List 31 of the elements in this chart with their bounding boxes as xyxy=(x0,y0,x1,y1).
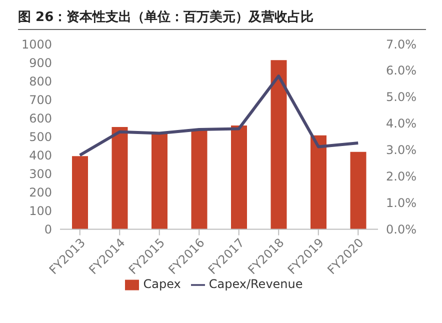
line-series xyxy=(78,74,360,157)
bar xyxy=(310,135,326,230)
bar xyxy=(350,152,366,230)
y2-tick-label: 3.0% xyxy=(386,143,416,158)
bar xyxy=(112,127,128,230)
y-tick-label: 300 xyxy=(29,166,52,181)
legend-label: Capex/Revenue xyxy=(208,277,303,292)
y2-tick-label: 5.0% xyxy=(386,90,416,104)
y-tick-label: 700 xyxy=(29,92,52,107)
y-tick-label: 0 xyxy=(44,222,52,237)
y2-tick-label: 7.0% xyxy=(386,37,416,52)
legend-label: Capex xyxy=(143,277,181,292)
y-tick-label: 900 xyxy=(29,56,52,70)
y-tick-label: 800 xyxy=(29,74,52,88)
y-tick-label: 100 xyxy=(29,204,52,218)
bar xyxy=(72,156,88,230)
y2-tick-label: 2.0% xyxy=(386,170,416,184)
chart-title: 图 26：资本性支出（单位：百万美元）及营收占比 xyxy=(18,8,426,30)
y2-tick-label: 1.0% xyxy=(386,196,416,210)
y-tick-label: 200 xyxy=(29,185,52,200)
y-tick-label: 1000 xyxy=(21,37,52,52)
bar xyxy=(270,60,287,230)
y-tick-label: 400 xyxy=(29,148,52,162)
y2-tick-label: 4.0% xyxy=(386,116,416,131)
y2-tick-label: 0.0% xyxy=(386,222,416,237)
y2-tick-label: 6.0% xyxy=(386,64,416,78)
bar xyxy=(191,129,208,230)
bar xyxy=(231,126,247,230)
bar xyxy=(152,133,168,230)
y-tick-label: 600 xyxy=(29,111,52,126)
y-tick-label: 500 xyxy=(29,130,52,144)
